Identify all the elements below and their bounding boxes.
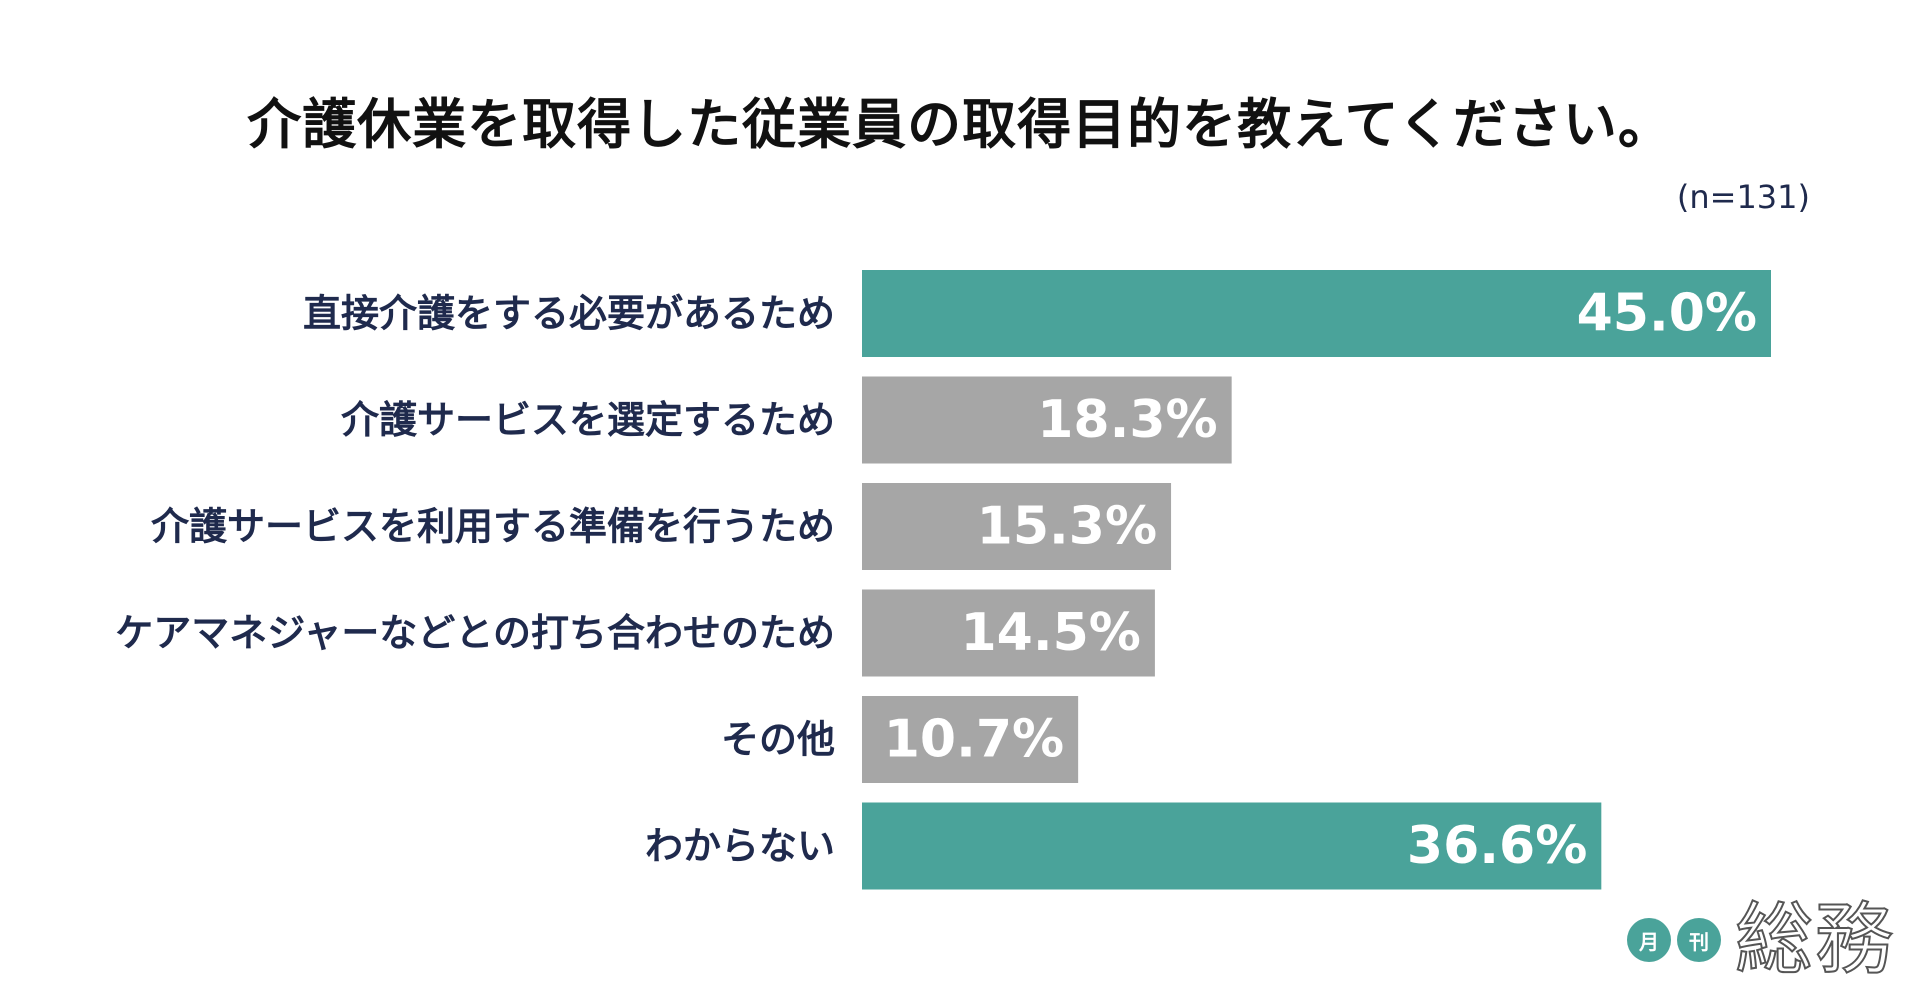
category-label-4: その他 — [721, 718, 835, 762]
value-label-1: 18.3% — [1037, 390, 1217, 450]
category-label-1: 介護サービスを選定するため — [341, 398, 835, 442]
value-label-4: 10.7% — [884, 710, 1064, 770]
bar-2 — [862, 483, 1172, 570]
publisher-logo: 月 刊 総務 — [1626, 894, 1895, 986]
value-label-0: 45.0% — [1577, 284, 1757, 344]
bar-4 — [862, 696, 1079, 783]
value-label-5: 36.6% — [1407, 816, 1587, 876]
bar-5 — [862, 802, 1602, 890]
category-label-3: ケアマネジャーなどとの打ち合わせのため — [115, 611, 835, 655]
bar-3 — [862, 589, 1155, 677]
category-label-0: 直接介護をする必要があるため — [303, 292, 835, 336]
bar-0 — [862, 270, 1771, 357]
logo-wordmark: 総務 — [1734, 894, 1895, 986]
logo-badge-kan: 刊 — [1676, 918, 1721, 962]
chart-title: 介護休業を取得した従業員の取得目的を教えてください。 — [247, 93, 1673, 156]
category-label-2: 介護サービスを利用する準備を行うため — [151, 505, 835, 549]
logo-badge-getsu: 月 — [1626, 918, 1671, 962]
category-label-5: わからない — [645, 824, 835, 868]
bar-1 — [862, 376, 1232, 464]
value-label-3: 14.5% — [960, 603, 1140, 663]
sample-size-note: (n=131) — [1676, 178, 1810, 216]
value-label-2: 15.3% — [977, 497, 1157, 557]
